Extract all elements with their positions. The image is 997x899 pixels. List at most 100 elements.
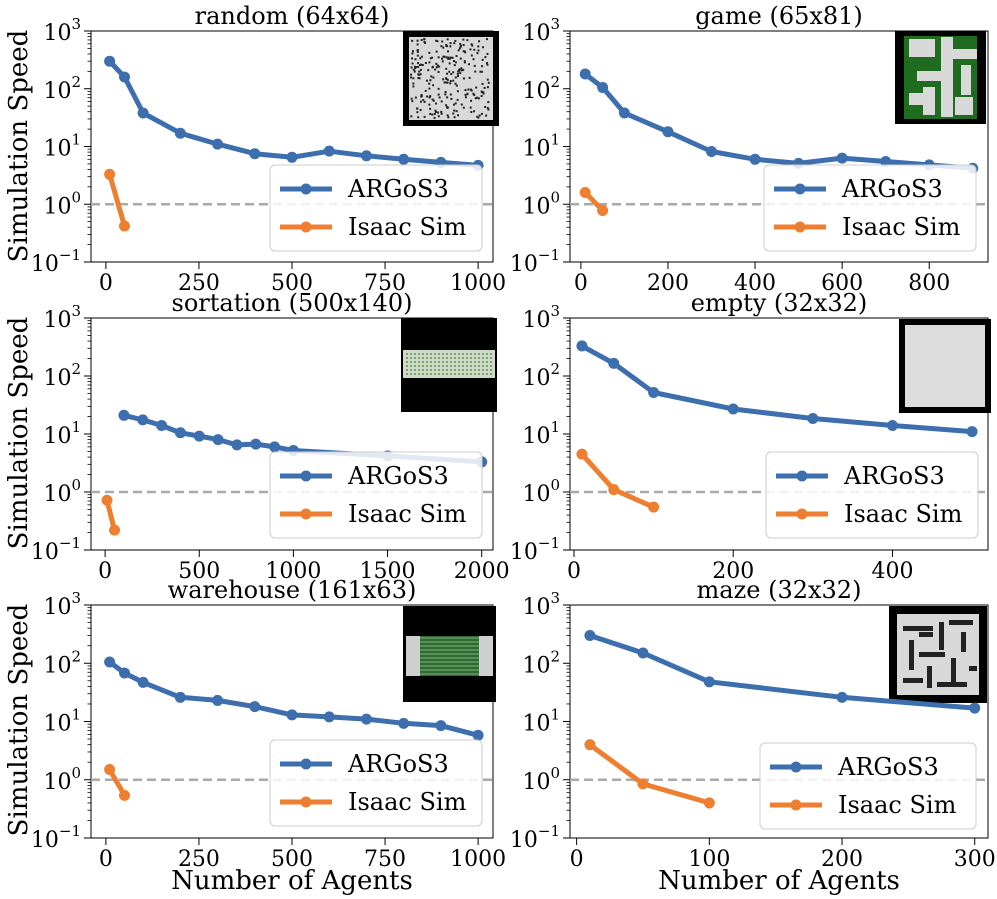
inset-obstacle (445, 104, 448, 107)
inset-obstacle (487, 81, 490, 84)
panel-6: maze (32x32) 103 102 101 100 10−1 0 100 200 300 AR… (510, 576, 996, 872)
inset-floor (909, 93, 923, 105)
data-point-argos3 (323, 711, 335, 723)
inset-obstacle (485, 38, 488, 41)
inset-shelf (422, 357, 424, 359)
inset-shelf (474, 361, 476, 363)
inset-obstacle (454, 39, 457, 42)
inset-obstacle (481, 58, 484, 61)
inset-obstacle (416, 50, 419, 53)
x-tick-label: 250 (178, 271, 220, 296)
inset-obstacle (460, 69, 463, 72)
inset-obstacle (446, 81, 449, 84)
inset-obstacle (470, 43, 473, 46)
inset-shelf (426, 365, 428, 367)
inset-shelf (414, 361, 416, 363)
series-line-isaac-sim (580, 452, 655, 510)
inset-shelf (430, 373, 432, 375)
x-tick-label: 500 (178, 559, 220, 584)
inset-obstacle (420, 100, 423, 103)
inset-shelf (490, 353, 492, 355)
inset-obstacle (470, 111, 473, 114)
inset-obstacle (449, 42, 452, 45)
data-point-argos3 (104, 656, 116, 668)
inset-obstacle (445, 56, 448, 59)
inset-obstacle (469, 88, 472, 91)
y-tick-label: 102 (43, 73, 81, 104)
inset-shelf (462, 365, 464, 367)
data-point-isaac-sim (119, 220, 130, 232)
panel-title: maze (32x32) (697, 576, 862, 604)
inset-obstacle (410, 76, 413, 79)
data-point-argos3 (212, 434, 224, 446)
inset-shelf (454, 373, 456, 375)
inset-shelf (446, 353, 448, 355)
data-point-argos3 (360, 150, 372, 162)
inset-shelf (426, 353, 428, 355)
inset-shelf (446, 373, 448, 375)
inset-obstacle (486, 78, 489, 81)
inset-shelf (470, 369, 472, 371)
y-tick-label: 100 (522, 188, 560, 219)
inset-obstacle (416, 43, 419, 46)
inset-obstacle (437, 56, 440, 59)
inset-obstacle (481, 65, 484, 68)
inset-wall (909, 640, 914, 670)
legend-label: Isaac Sim (844, 500, 963, 528)
inset-wall (927, 666, 932, 688)
data-point-argos3 (608, 357, 620, 369)
inset-shelf (438, 353, 440, 355)
inset-obstacle (414, 96, 417, 99)
x-tick-label: 400 (734, 271, 776, 296)
inset-obstacle (419, 63, 422, 66)
inset-shelf (410, 373, 412, 375)
inset-obstacle (443, 81, 446, 84)
inset-obstacle (447, 50, 450, 53)
inset-obstacle (462, 50, 465, 53)
inset-shelf (422, 353, 424, 355)
inset-shelf (458, 353, 460, 355)
inset-obstacle (480, 95, 483, 98)
inset-shelf (434, 357, 436, 359)
panel-4: empty (32x32) 103 102 101 100 10−1 0 200 400 ARGo… (510, 289, 991, 584)
inset-shelf (458, 357, 460, 359)
inset-obstacle (450, 73, 453, 76)
inset-obstacle (452, 79, 455, 82)
x-tick-label: 100 (688, 847, 730, 872)
inset-shelf (486, 353, 488, 355)
data-point-isaac-sim (579, 186, 591, 198)
inset-obstacle (411, 57, 414, 60)
x-tick-label: 500 (271, 847, 313, 872)
legend-swatch-marker (300, 470, 312, 482)
inset-shelf (434, 373, 436, 375)
inset-shelf (462, 373, 464, 375)
inset-obstacle (477, 45, 480, 48)
data-point-argos3 (969, 702, 981, 714)
inset-obstacle (446, 96, 449, 99)
y-tick-label: 10−1 (510, 246, 560, 277)
legend-label: ARGoS3 (841, 175, 943, 203)
inset-obstacle (476, 115, 479, 118)
inset-obstacle (453, 116, 456, 119)
data-point-isaac-sim (584, 739, 596, 751)
inset-floor (941, 37, 953, 117)
inset-obstacle (460, 103, 463, 106)
inset-shelf (482, 357, 484, 359)
inset-shelves (420, 636, 479, 676)
inset-wall (919, 632, 933, 637)
inset-shelf (466, 373, 468, 375)
inset-obstacle (432, 76, 435, 79)
inset-obstacle (421, 63, 424, 66)
inset-shelf (446, 361, 448, 363)
panel-title: game (65x81) (695, 2, 863, 30)
inset-obstacle (429, 79, 432, 82)
data-point-argos3 (104, 55, 116, 67)
inset-obstacle (412, 77, 415, 80)
inset-obstacle (452, 60, 455, 63)
map-inset-game (895, 31, 986, 124)
inset-obstacle (440, 110, 443, 113)
data-point-isaac-sim (104, 168, 116, 180)
y-tick-label: 100 (522, 476, 560, 507)
inset-obstacle (420, 63, 423, 66)
data-point-argos3 (323, 145, 335, 157)
